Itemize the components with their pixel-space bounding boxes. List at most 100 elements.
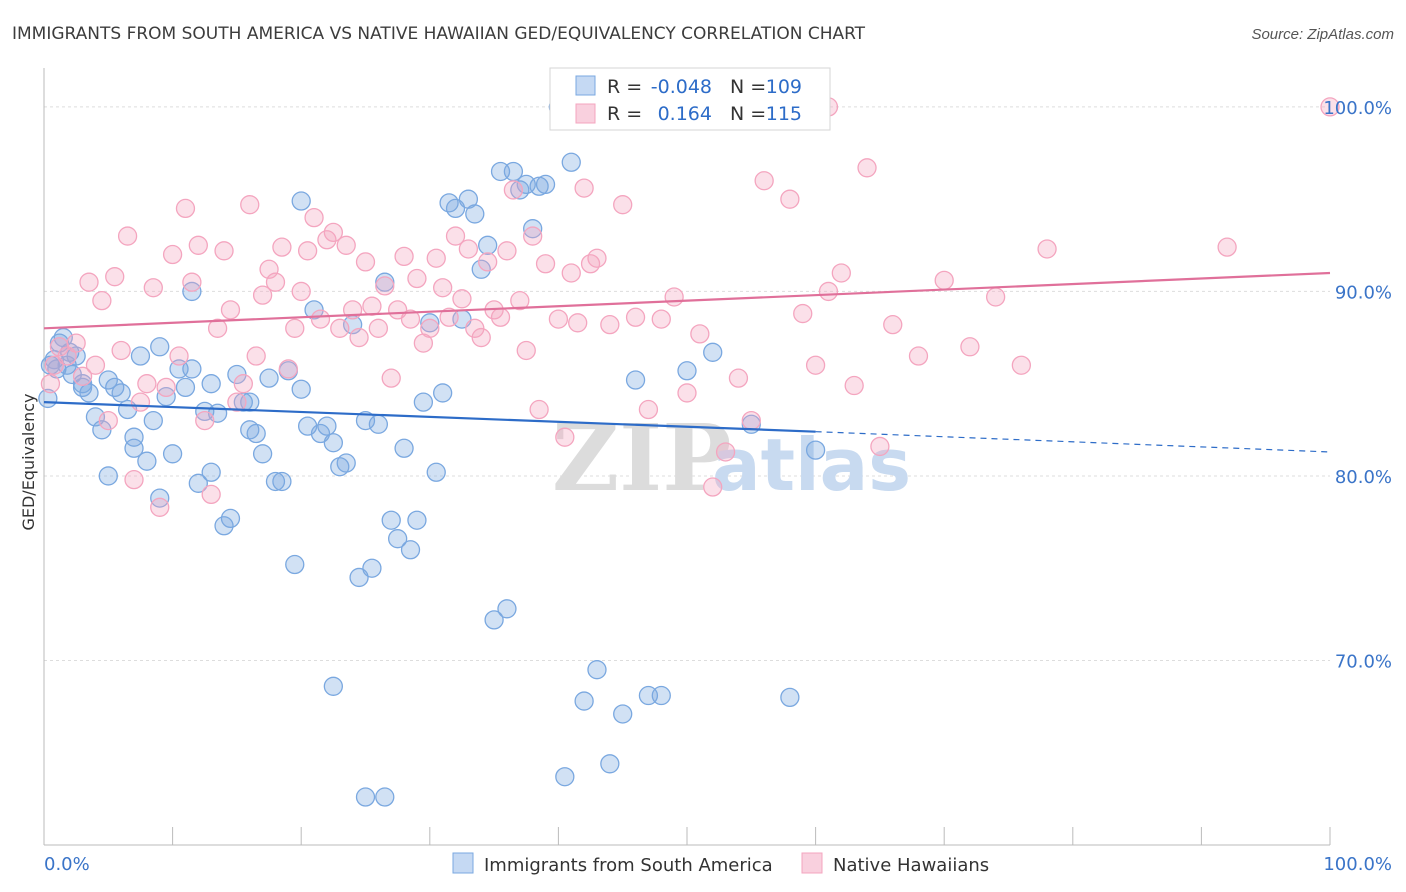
point-south-america	[214, 516, 234, 536]
trend-lines	[43, 271, 1331, 453]
point-native-hawaiian	[535, 254, 556, 274]
point-native-hawaiian	[207, 318, 228, 338]
point-south-america	[285, 554, 305, 575]
point-native-hawaiian	[587, 248, 607, 268]
legend: R = -0.048 N = 109 R = 0.164 N = 115	[549, 67, 831, 131]
point-native-hawaiian	[1217, 237, 1237, 257]
point-south-america	[252, 444, 273, 464]
point-native-hawaiian	[741, 410, 761, 431]
point-native-hawaiian	[568, 313, 588, 333]
point-south-america	[413, 392, 434, 412]
point-native-hawaiian	[265, 272, 286, 292]
point-native-hawaiian	[117, 226, 138, 246]
y-tick-labels: 100.0% 90.0% 80.0% 70.0%	[1323, 98, 1392, 673]
point-native-hawaiian	[156, 377, 176, 398]
point-native-hawaiian	[883, 314, 903, 335]
point-native-hawaiian	[818, 281, 839, 302]
point-south-america	[162, 444, 183, 464]
point-native-hawaiian	[85, 355, 106, 375]
point-native-hawaiian	[452, 289, 472, 309]
point-native-hawaiian	[490, 307, 511, 327]
point-south-america	[150, 337, 170, 357]
point-native-hawaiian	[728, 368, 749, 388]
point-south-america	[420, 313, 440, 333]
point-native-hawaiian	[805, 355, 826, 375]
point-native-hawaiian	[227, 392, 247, 412]
point-native-hawaiian	[664, 287, 684, 307]
point-native-hawaiian	[175, 198, 196, 219]
point-south-america	[143, 410, 163, 431]
point-south-america	[613, 704, 633, 724]
y-tick-label: 80.0%	[1335, 467, 1392, 488]
point-native-hawaiian	[297, 241, 318, 261]
point-native-hawaiian	[291, 281, 311, 302]
point-native-hawaiian	[355, 252, 376, 272]
point-south-america	[400, 540, 421, 560]
point-native-hawaiian	[40, 374, 61, 394]
point-south-america	[625, 370, 646, 390]
point-south-america	[497, 599, 517, 619]
point-south-america	[111, 383, 131, 403]
point-native-hawaiian	[246, 346, 266, 366]
point-south-america	[387, 529, 408, 549]
trend-line-south-america	[43, 401, 816, 433]
point-south-america	[471, 259, 491, 279]
point-native-hawaiian	[1037, 239, 1057, 259]
point-native-hawaiian	[169, 346, 189, 366]
point-south-america	[780, 687, 800, 708]
point-south-america	[188, 473, 208, 493]
point-south-america	[124, 427, 144, 447]
point-native-hawaiian	[857, 158, 877, 178]
x-tick-label-min: 0.0%	[44, 854, 90, 875]
point-native-hawaiian	[703, 477, 723, 497]
bottom-legend-label-2: Native Hawaiians	[833, 855, 989, 876]
point-native-hawaiian	[150, 497, 170, 517]
bottom-legend: Immigrants from South America Native Haw…	[452, 852, 989, 876]
point-south-america	[368, 414, 389, 434]
point-native-hawaiian	[137, 374, 157, 394]
point-native-hawaiian	[445, 226, 466, 246]
chart-source: Source: ZipAtlas.com	[1251, 26, 1394, 43]
point-south-america	[375, 787, 395, 807]
point-south-america	[587, 660, 607, 680]
point-native-hawaiian	[79, 272, 99, 292]
point-native-hawaiian	[510, 291, 530, 311]
point-south-america	[265, 471, 286, 492]
legend-swatch-pink	[575, 103, 596, 124]
y-axis-label: GED/Equivalency	[19, 393, 38, 530]
point-south-america	[478, 235, 498, 255]
point-native-hawaiian	[240, 195, 260, 215]
point-south-america	[323, 433, 344, 453]
point-south-america	[555, 767, 575, 787]
legend-swatch-blue	[575, 75, 596, 96]
point-native-hawaiian	[503, 180, 524, 200]
point-native-hawaiian	[574, 178, 594, 198]
point-native-hawaiian	[317, 230, 337, 250]
point-south-america	[703, 342, 723, 362]
point-native-hawaiian	[625, 307, 646, 327]
point-south-america	[336, 453, 356, 473]
point-native-hawaiian	[690, 324, 710, 344]
point-south-america	[98, 370, 118, 390]
point-native-hawaiian	[105, 267, 125, 287]
point-native-hawaiian	[220, 300, 241, 320]
point-native-hawaiian	[330, 318, 350, 338]
point-south-america	[323, 676, 344, 696]
point-south-america	[246, 423, 266, 444]
legend-n-value-1: 109	[766, 76, 802, 98]
point-native-hawaiian	[381, 368, 401, 388]
point-native-hawaiian	[285, 318, 305, 338]
point-native-hawaiian	[362, 296, 382, 316]
point-native-hawaiian	[1320, 97, 1340, 117]
point-south-america	[317, 416, 337, 436]
trend-line-extension	[815, 431, 1331, 453]
point-south-america	[465, 204, 485, 224]
legend-r-value-1: -0.048	[651, 76, 712, 98]
point-native-hawaiian	[523, 226, 543, 246]
point-south-america	[124, 438, 144, 458]
point-native-hawaiian	[162, 244, 183, 265]
point-native-hawaiian	[548, 309, 569, 329]
point-native-hawaiian	[497, 241, 517, 261]
watermark-zip: ZIP	[552, 404, 731, 512]
point-native-hawaiian	[844, 375, 864, 396]
